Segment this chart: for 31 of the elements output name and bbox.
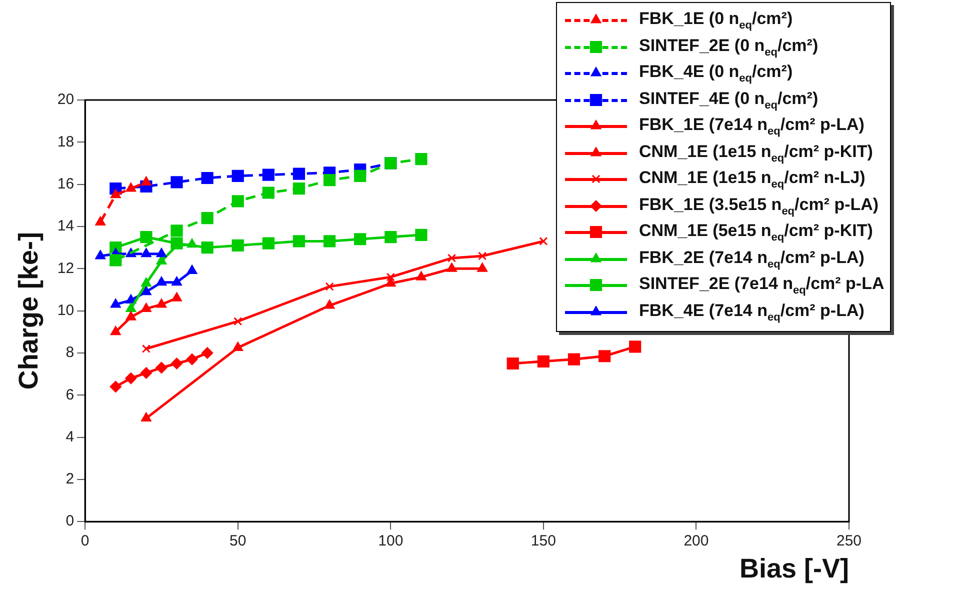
legend-label: FBK_1E (3.5e15 n$_{eq}$/cm² p-LA) [639,194,879,217]
legend-label: CNM_1E (1e15 n$_{eq}$/cm² p-KIT) [639,142,873,164]
x-tick-label: 150 [530,532,556,550]
y-tick-label: 4 [66,428,74,446]
y-tick-label: 18 [57,133,74,150]
y-tick-label: 8 [66,344,74,362]
legend-label: SINTEF_4E (0 n$_{eq}$/cm²) [639,88,818,111]
y-tick-label: 2 [66,470,74,488]
y-tick-label: 12 [57,260,74,277]
legend-label: CNM_1E (1e15 n$_{eq}$/cm² n-LJ) [639,168,866,190]
legend-label: FBK_2E (7e14 n$_{eq}$/cm² p-LA) [639,248,864,270]
x-axis-title: Bias [-V] [739,553,849,584]
legend-label: FBK_4E (7e14 n$_{eq}$/cm² p-LA) [639,300,864,323]
y-tick-label: 10 [57,302,74,319]
x-tick-label: 250 [836,532,862,550]
legend-label: FBK_1E (7e14 n$_{eq}$/cm² p-LA) [639,115,864,138]
y-axis-title: Charge [ke-] [14,232,44,390]
y-tick-label: 14 [57,218,74,235]
legend-label: FBK_1E (0 n$_{eq}$/cm²) [639,9,793,32]
y-tick-label: 0 [66,512,74,530]
x-tick-label: 0 [80,532,90,550]
legend-label: CNM_1E (5e15 n$_{eq}$/cm² p-KIT) [639,221,873,244]
legend-label: SINTEF_2E (7e14 n$_{eq}$/cm² p-LA [639,274,884,296]
y-tick-label: 20 [57,91,74,108]
x-tick-label: 100 [378,532,404,550]
legend-label: SINTEF_2E (0 n$_{eq}$/cm²) [639,36,818,58]
legend-label: FBK_4E (0 n$_{eq}$/cm²) [639,62,793,84]
x-tick-label: 50 [230,532,246,550]
x-tick-label: 200 [684,532,709,550]
y-tick-label: 6 [66,386,74,404]
y-tick-label: 16 [57,175,74,192]
